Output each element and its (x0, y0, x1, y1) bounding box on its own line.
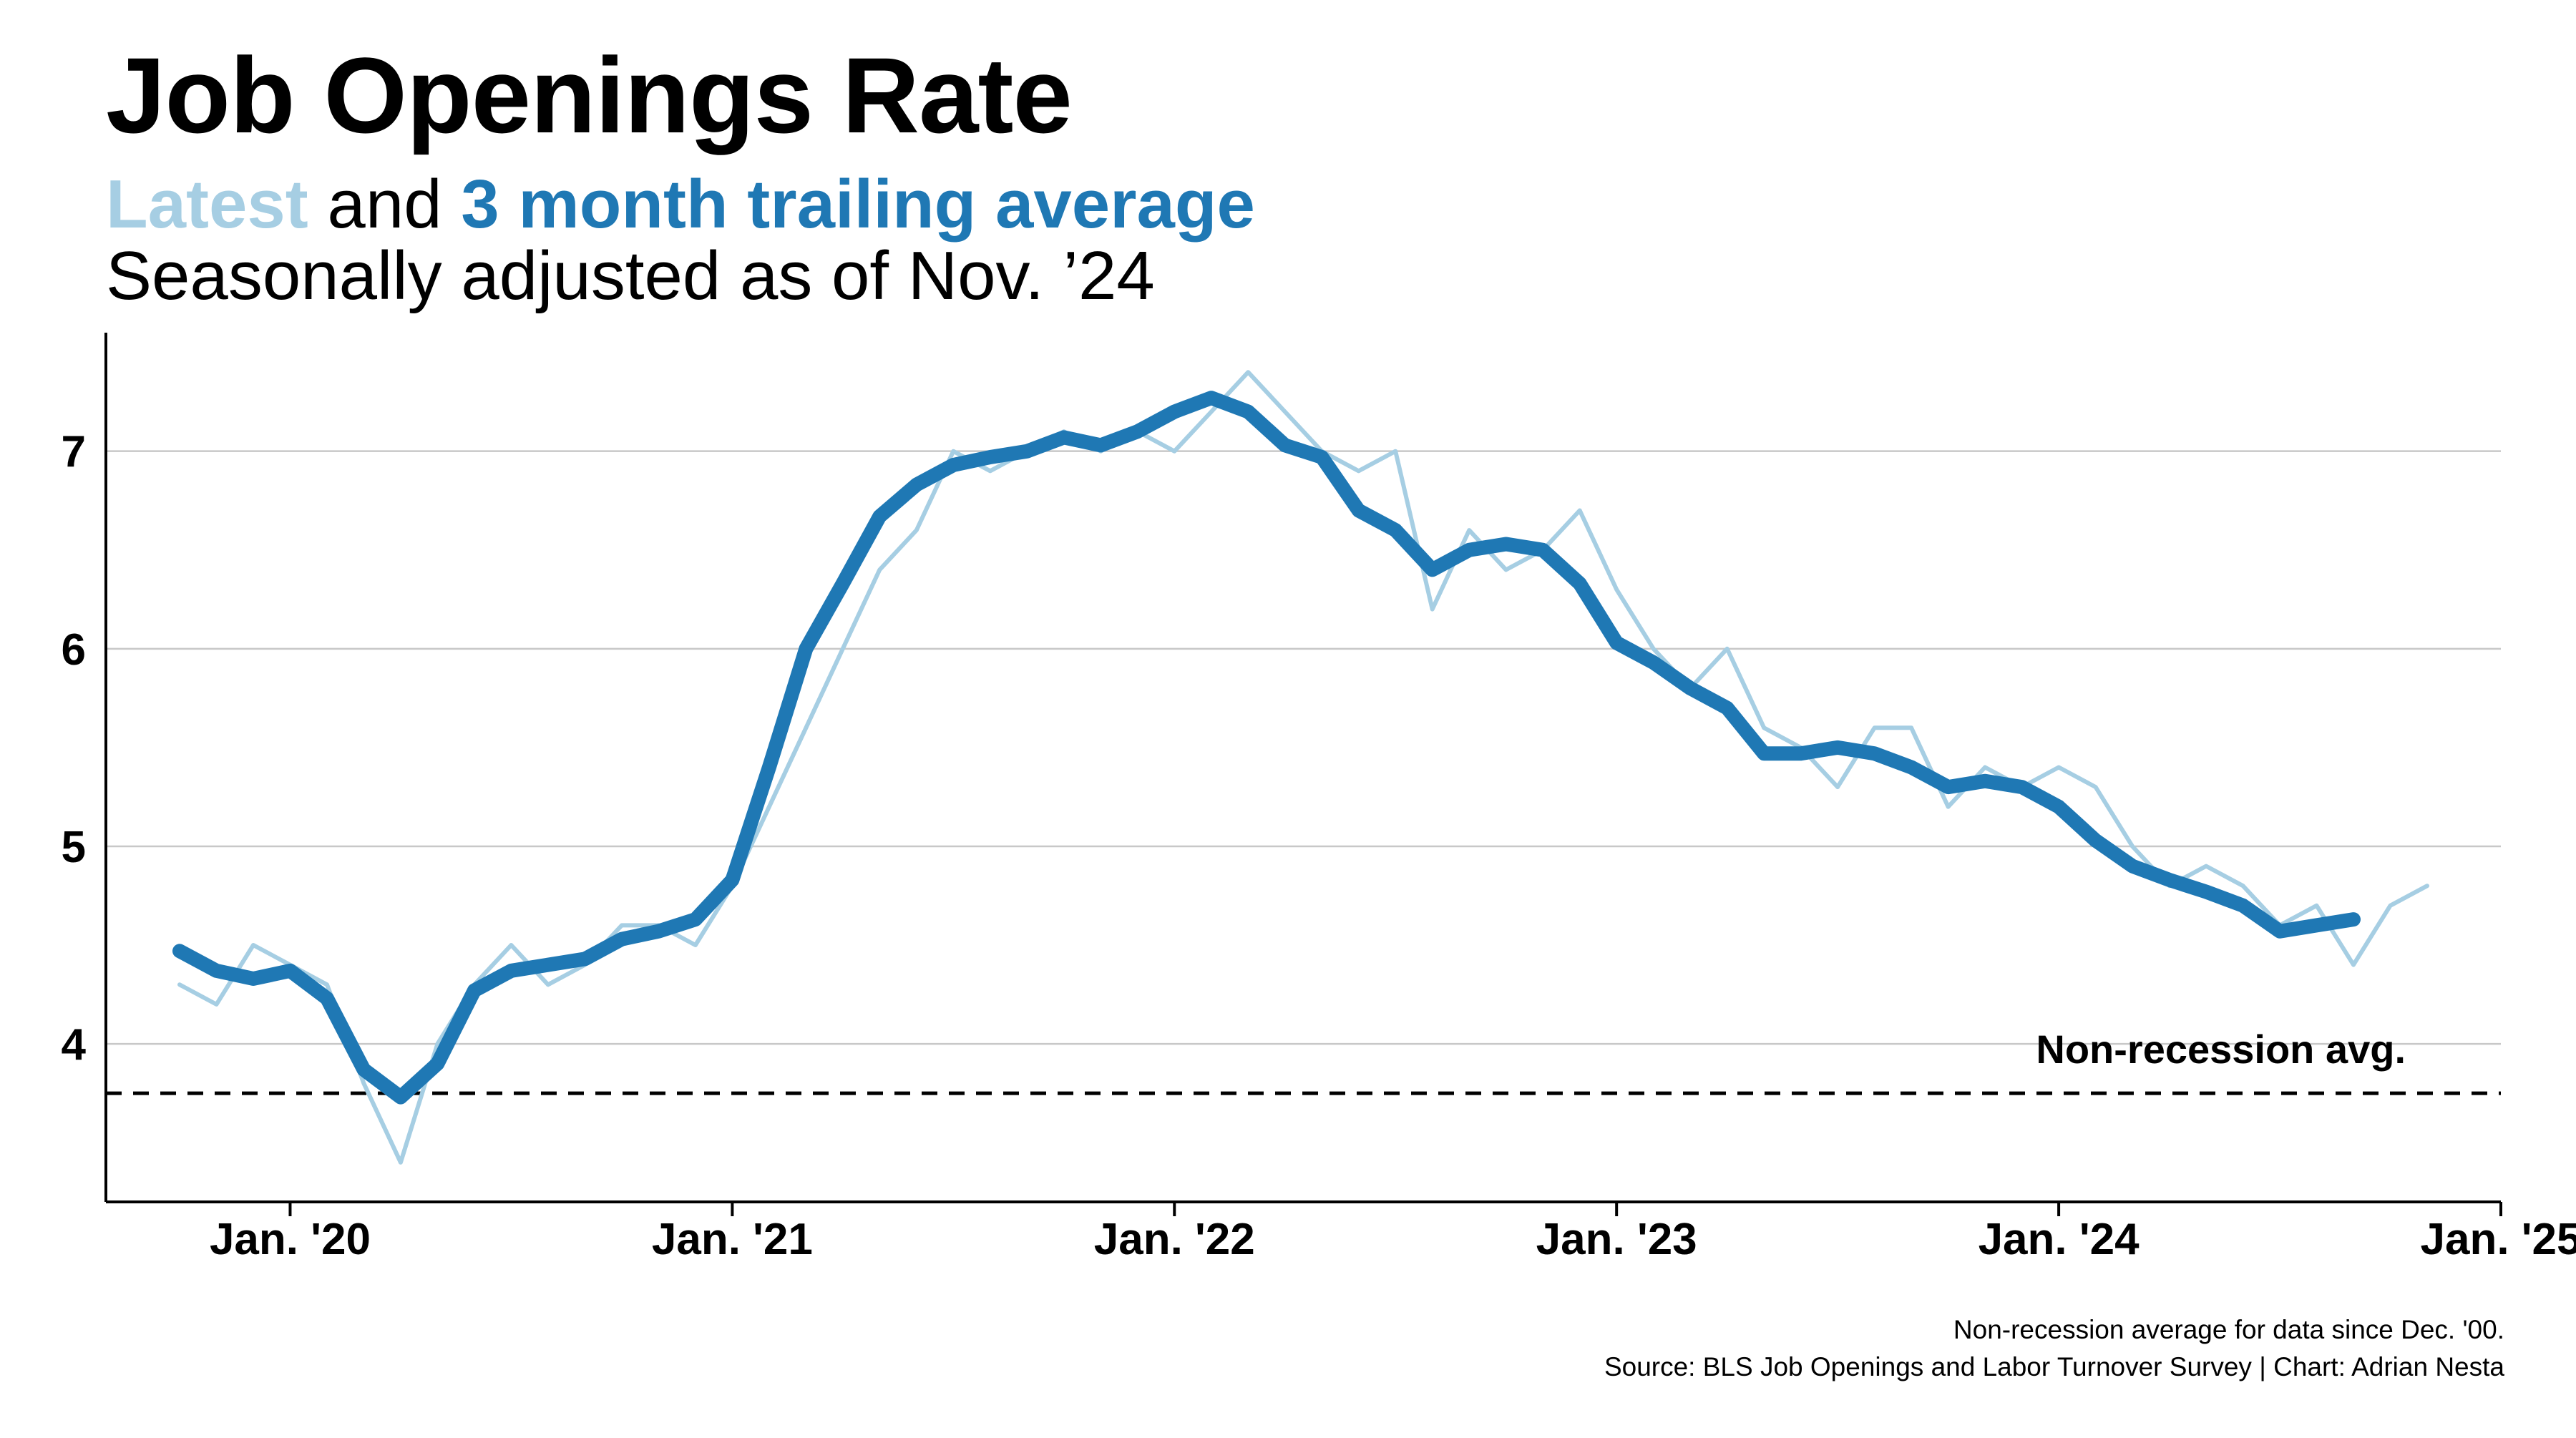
series-group (172, 370, 2429, 1165)
y-tick-label: 4 (62, 1020, 87, 1070)
x-tick-label: Jan. '25 (2421, 1215, 2576, 1264)
reference-line-group: Non-recession avg. (106, 1027, 2501, 1095)
axes (104, 333, 2502, 1216)
x-tick-label: Jan. '22 (1094, 1215, 1255, 1264)
footnote-recession-average: Non-recession average for data since Dec… (1953, 1315, 2504, 1344)
y-tick-label: 7 (62, 428, 86, 477)
latest-series-line (177, 370, 2429, 1165)
subtitle-and-text: and (308, 166, 462, 243)
y-tick-label: 6 (62, 625, 86, 675)
subtitle-average-label: 3 month trailing average (461, 166, 1255, 243)
tick-labels: 4 5 6 7 Jan. '20 Jan. '21 Jan. '22 Jan. '23 Jan.… (62, 428, 2576, 1264)
average-series-line (172, 391, 2361, 1105)
x-tick-label: Jan. '21 (652, 1215, 813, 1264)
subtitle-latest-label: Latest (106, 166, 308, 243)
chart-title: Job Openings Rate (106, 35, 1073, 155)
x-tick-label: Jan. '23 (1536, 1215, 1697, 1264)
chart-subtitle: Latest and 3 month trailing average (106, 170, 1255, 239)
non-recession-average-label: Non-recession avg. (2036, 1027, 2406, 1072)
gridlines (106, 450, 2501, 1045)
footnote-source: Source: BLS Job Openings and Labor Turno… (1604, 1352, 2504, 1381)
y-tick-label: 5 (62, 823, 86, 872)
x-tick-label: Jan. '24 (1979, 1215, 2140, 1264)
chart-subtitle-adjustment-note: Seasonally adjusted as of Nov. ’24 (106, 238, 1155, 314)
x-tick-label: Jan. '20 (210, 1215, 371, 1264)
